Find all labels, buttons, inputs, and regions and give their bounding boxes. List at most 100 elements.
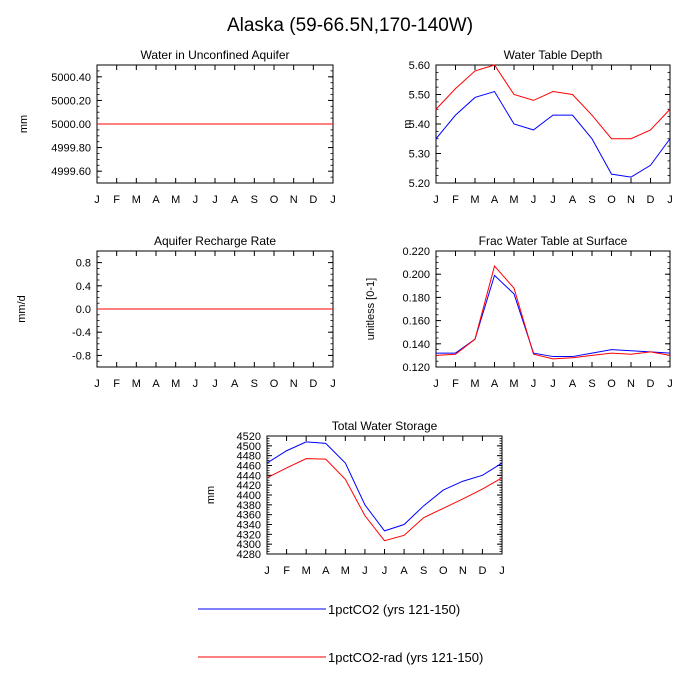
panel-5-ytick-label: 4520 [237,431,261,443]
panel-4-xtick-label: M [509,378,518,390]
panel-4-series-1 [436,274,671,358]
panel-5: Total Water Storage mm 4280430043204340436… [205,419,505,577]
panel-2-xtick-label: D [647,194,655,206]
panel-5-ytick-label: 4280 [237,549,261,561]
panel-2-xtick-label: J [531,194,537,206]
panel-2-ytick-label: 5.50 [409,90,430,102]
panel-3-ylabel: mm/d [16,295,28,323]
panel-1-xtick-label: J [193,194,199,206]
panel-1: Water in Unconfined Aquifer mm 4999.60 4999… [18,48,336,206]
panel-3-xtick-label: M [171,378,180,390]
panel-2-series-1 [435,90,671,178]
panel-1-xtick-label: D [309,194,317,206]
panel-5-xtick-label: A [322,565,330,577]
panel-3-ytick-label: 0.4 [76,281,91,293]
panel-5-series-1 [266,441,503,532]
panel-4-xtick-label: F [452,378,459,390]
panel-4-xtick-label: N [627,378,635,390]
panel-2-xtick-label: J [433,194,439,206]
panel-5-ytick-label: 4460 [237,461,261,473]
panel-4-title: Frac Water Table at Surface [479,234,628,248]
panel-4-frame [435,250,671,368]
panel-2-xtick-label: A [569,194,577,206]
legend: 1pctCO2 (yrs 121-150) 1pctCO2-rad (yrs 1… [198,602,483,665]
panel-5-xtick-label: J [362,565,368,577]
panel-3-xtick-label: J [212,378,218,390]
panel-4-ytick-label: 0.160 [402,316,430,328]
panel-1-xtick-label: J [330,194,336,206]
panel-1-xtick-label: S [251,194,258,206]
panel-2-xtick-label: S [588,194,595,206]
panel-4-xtick-label: O [607,378,616,390]
panel-4-xtick-label: D [647,378,655,390]
panel-4-ytick-label: 0.180 [402,292,430,304]
panel-5-xtick-label: J [382,565,388,577]
panel-2: Water Table Depth m 5.20 5.30 5.40 5.50 5.60 J F… [402,48,673,206]
panel-5-xtick-label: S [420,565,427,577]
panel-2-xtick-label: J [667,194,673,206]
panel-5-xtick-label: M [302,565,311,577]
panel-3-xtick-label: S [251,378,258,390]
panel-5-xtick-label: N [459,565,467,577]
legend-label-1: 1pctCO2 (yrs 121-150) [328,602,460,617]
panel-2-xtick-label: M [509,194,518,206]
panel-1-ytick-label: 5000.40 [51,72,91,84]
panel-1-xtick-label: N [290,194,298,206]
panel-2-ytick-label: 5.20 [409,178,430,190]
panel-5-frame [266,435,503,555]
panel-3-xtick-label: D [309,378,317,390]
panel-1-xtick-label: J [212,194,218,206]
panel-5-ylabel: mm [205,486,217,504]
panel-2-xtick-label: F [452,194,459,206]
panel-4-xtick-label: J [531,378,537,390]
panel-5-ytick-label: 4400 [237,490,261,502]
panel-1-ylabel: mm [18,115,30,133]
panel-5-xtick-label: D [478,565,486,577]
panel-5-xtick-label: O [439,565,448,577]
panel-5-ytick-label: 4380 [237,500,261,512]
panel-5-xtick-label: A [400,565,408,577]
panel-4-xtick-label: S [588,378,595,390]
panel-5-xtick-label: F [283,565,290,577]
panel-4: Frac Water Table at Surface unitless [0-1… [365,234,673,390]
panel-4-xtick-label: A [569,378,577,390]
panel-3-ytick-label: -0.8 [72,350,91,362]
panel-5-ytick-label: 4300 [237,539,261,551]
panel-2-ylabel: m [402,119,414,128]
figure-title: Alaska (59-66.5N,170-140W) [227,15,473,36]
panel-4-ytick-label: 0.140 [402,339,430,351]
panel-3-ytick-label: -0.4 [72,327,91,339]
panel-2-frame [435,64,671,184]
panel-5-series-2 [266,458,503,542]
panel-4-xtick-label: M [470,378,479,390]
panel-3-xtick-label: F [113,378,120,390]
panel-3-xtick-label: O [270,378,279,390]
panel-2-xtick-label: N [627,194,635,206]
panel-3-xtick-label: N [290,378,298,390]
panel-2-xtick-label: J [550,194,556,206]
panel-5-ytick-label: 4320 [237,529,261,541]
panel-1-xtick-label: O [270,194,279,206]
panel-2-xtick-label: M [470,194,479,206]
panel-3-xtick-label: M [132,378,141,390]
panel-5-title: Total Water Storage [332,419,438,433]
panel-5-ytick-label: 4440 [237,470,261,482]
panel-3-xtick-label: A [152,378,160,390]
panel-4-xtick-label: A [491,378,499,390]
panel-2-series-2 [435,64,671,140]
panel-2-xtick-label: O [607,194,616,206]
panel-5-xtick-label: M [341,565,350,577]
panel-1-xtick-label: A [231,194,239,206]
panel-2-ytick-label: 5.40 [409,119,430,131]
panel-3-xtick-label: J [94,378,100,390]
panel-4-ytick-label: 0.220 [402,246,430,258]
panel-5-ytick-label: 4360 [237,510,261,522]
panel-4-series-2 [435,265,671,360]
panel-1-xtick-label: A [152,194,160,206]
panel-1-xtick-label: M [132,194,141,206]
legend-entry-2: 1pctCO2-rad (yrs 121-150) [198,650,483,665]
panel-2-title: Water Table Depth [504,48,603,62]
panel-4-xtick-label: J [667,378,673,390]
panel-4-ytick-label: 0.200 [402,269,430,281]
